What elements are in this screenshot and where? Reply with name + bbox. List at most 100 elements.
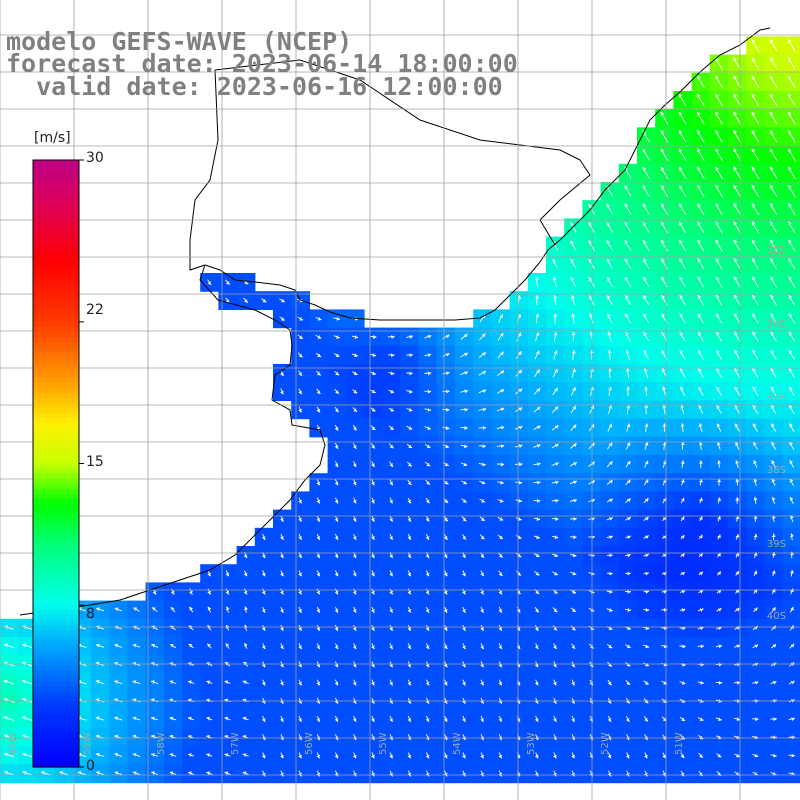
wind-arrow [771,497,776,504]
wind-arrow-head [390,408,394,412]
wind-arrow-head [770,258,774,262]
wind-arrow [151,717,159,721]
wind-arrow-head [371,463,375,468]
wind-arrow-head [427,334,432,339]
wind-arrow-head [408,408,413,412]
wind-arrow [679,350,686,360]
wind-arrow [733,350,741,360]
wind-arrow [753,460,758,468]
wind-arrow-head [482,333,486,338]
wind-arrow-head [464,352,468,357]
wind-arrow-head [625,754,630,759]
wind-arrow-head [736,644,741,649]
wind-arrow-head [588,240,592,245]
wind-arrow [588,442,595,450]
lat-label: 35S [767,245,786,256]
wind-arrow-head [753,515,758,519]
wind-arrow [533,443,541,448]
wind-arrow-head [95,643,100,648]
wind-cell [782,200,800,219]
wind-cell [782,455,800,474]
wind-arrow-head [317,317,322,321]
wind-arrow [151,753,159,757]
wind-arrow-head [224,753,229,757]
wind-arrow-head [717,589,722,594]
wind-arrow [554,331,557,342]
wind-arrow-head [480,718,484,723]
wind-arrow [680,404,685,415]
wind-arrow-head [788,331,793,336]
wind-arrow [734,442,740,450]
wind-arrow-head [608,626,613,630]
wind-arrow [497,499,504,502]
wind-arrow [244,606,247,613]
wind-arrow-head [482,389,487,393]
wind-arrow-head [352,572,357,577]
wind-arrow-head [224,716,229,721]
wind-arrow-head [554,424,559,429]
wind-arrow-head [751,130,756,134]
wind-arrow [114,607,122,612]
wind-arrow-head [207,606,212,611]
wind-arrow-head [518,369,522,374]
wind-arrow-head [681,717,686,722]
wind-arrow [388,335,395,338]
wind-arrow-head [534,645,539,650]
wind-arrow-head [642,258,647,263]
wind-arrow [571,313,575,324]
wind-arrow [715,331,723,342]
wind-arrow [624,185,632,197]
wind-arrow-head [645,590,650,594]
wind-arrow-head [316,681,321,686]
wind-arrow [552,387,558,396]
wind-arrow-head [645,644,650,649]
wind-arrow-head [500,388,505,393]
wind-arrow-head [371,445,376,449]
wind-arrow-head [733,111,737,116]
wind-arrow-head [697,386,702,391]
wind-arrow [751,294,759,306]
wind-arrow-head [389,590,393,595]
wind-arrow-head [661,368,666,373]
wind-arrow-head [588,277,593,281]
wind-arrow-head [717,460,721,464]
wind-arrow-head [334,681,339,686]
wind-arrow [478,370,487,376]
wind-arrow-head [482,426,487,430]
wind-arrow [771,478,776,486]
wind-arrow [697,386,704,396]
wind-arrow-head [170,644,174,648]
wind-arrow-head [572,553,577,558]
wind-arrow-head [679,368,684,373]
wind-arrow-head [499,314,504,319]
wind-arrow [4,753,15,758]
wind-arrow-head [242,716,247,721]
wind-arrow-head [22,734,26,738]
wind-arrow [551,480,559,484]
wind-arrow [132,680,141,685]
wind-arrow [424,444,431,448]
wind-arrow-head [624,295,629,299]
wind-arrow [770,313,777,324]
wind-arrow-head [643,331,647,336]
wind-arrow-head [408,444,413,449]
wind-arrow [790,533,793,541]
wind-arrow-head [352,754,357,759]
wind-arrow [770,441,777,450]
wind-arrow [679,331,686,342]
wind-arrow-head [790,643,795,648]
wind-arrow-head [425,554,430,559]
wind-arrow-head [407,590,412,595]
wind-arrow [315,334,322,339]
wind-arrow [460,352,468,358]
wind-arrow-head [482,407,487,412]
wind-arrow [770,754,777,757]
wind-arrow [697,295,705,306]
wind-arrow-head [573,480,577,485]
wind-arrow-head [225,281,230,285]
wind-arrow-head [352,681,357,686]
wind-arrow-head [446,371,450,376]
wind-arrow-head [696,111,701,116]
wind-arrow [571,387,576,396]
wind-arrow-head [298,572,302,577]
